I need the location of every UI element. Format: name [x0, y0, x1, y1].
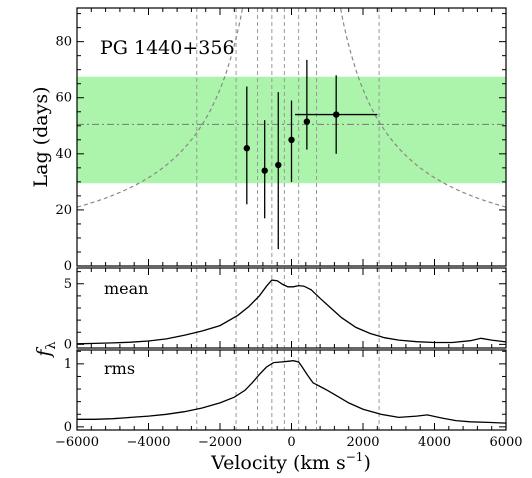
flux-label-sub: λ: [44, 341, 59, 349]
lag-panel: 0 20 40 60 80 PG 1440+356 Lag (days): [30, 7, 507, 274]
x-tick-label: −2000: [198, 435, 242, 450]
rms-panel-label: rms: [104, 359, 135, 378]
x-tick-label: 0: [287, 435, 295, 450]
mean-bin-edge-lines: [196, 268, 380, 348]
y-tick-label: 40: [55, 147, 72, 162]
x-label-sup: −1: [346, 450, 364, 464]
flux-label-main: f: [33, 347, 55, 359]
lag-panel-frame: [76, 7, 507, 267]
lag-bin-edge-lines: [196, 8, 380, 266]
lag-point: [288, 136, 295, 144]
x-tick-label: −4000: [127, 435, 171, 450]
x-tick-label: 2000: [346, 435, 379, 450]
y-tick-label: 20: [55, 203, 72, 218]
virial-envelope-left: [77, 8, 244, 208]
x-tick-labels: −6000 −4000 −2000 0 2000 4000 6000: [55, 435, 523, 450]
rms-spectrum-panel: 01 rms: [64, 349, 507, 435]
virial-envelope-right: [339, 8, 506, 208]
x-axis-label: Velocity (km s−1): [210, 450, 371, 474]
y-tick-label: 60: [55, 91, 72, 106]
object-label: PG 1440+356: [100, 37, 235, 59]
lag-data-points: [243, 59, 378, 250]
rms-axis-ticks: 01: [64, 350, 507, 435]
mean-spectrum-panel: 0 5 mean: [64, 267, 507, 352]
y-tick-label: 1: [64, 357, 72, 372]
y-tick-label: 0: [64, 420, 72, 435]
lag-point: [243, 145, 251, 152]
lag-point: [261, 167, 268, 174]
y-tick-label: 0: [64, 259, 72, 274]
lag-y-axis-label: Lag (days): [30, 87, 52, 188]
rms-panel-frame: [76, 349, 507, 431]
x-tick-label: −6000: [55, 435, 99, 450]
lag-point: [275, 161, 282, 169]
y-tick-label: 5: [64, 277, 72, 292]
x-label-end: ): [363, 452, 370, 474]
lag-point: [332, 111, 340, 118]
mean-panel-frame: [76, 267, 507, 349]
mean-spectrum-line: [77, 279, 506, 345]
x-tick-label: 4000: [418, 435, 451, 450]
x-tick-label: 6000: [489, 435, 522, 450]
lag-axis-ticks: 0 20 40 60 80: [55, 8, 507, 274]
lag-point: [303, 118, 311, 125]
mean-panel-label: mean: [104, 279, 148, 298]
flux-axis-label: fλ: [33, 341, 59, 358]
y-tick-label: 80: [55, 35, 72, 50]
rms-bin-edge-lines: [196, 350, 380, 430]
x-label-main: Velocity (km s: [210, 452, 346, 474]
rms-spectrum-line: [77, 360, 506, 424]
y-tick-label: 0: [64, 337, 72, 352]
